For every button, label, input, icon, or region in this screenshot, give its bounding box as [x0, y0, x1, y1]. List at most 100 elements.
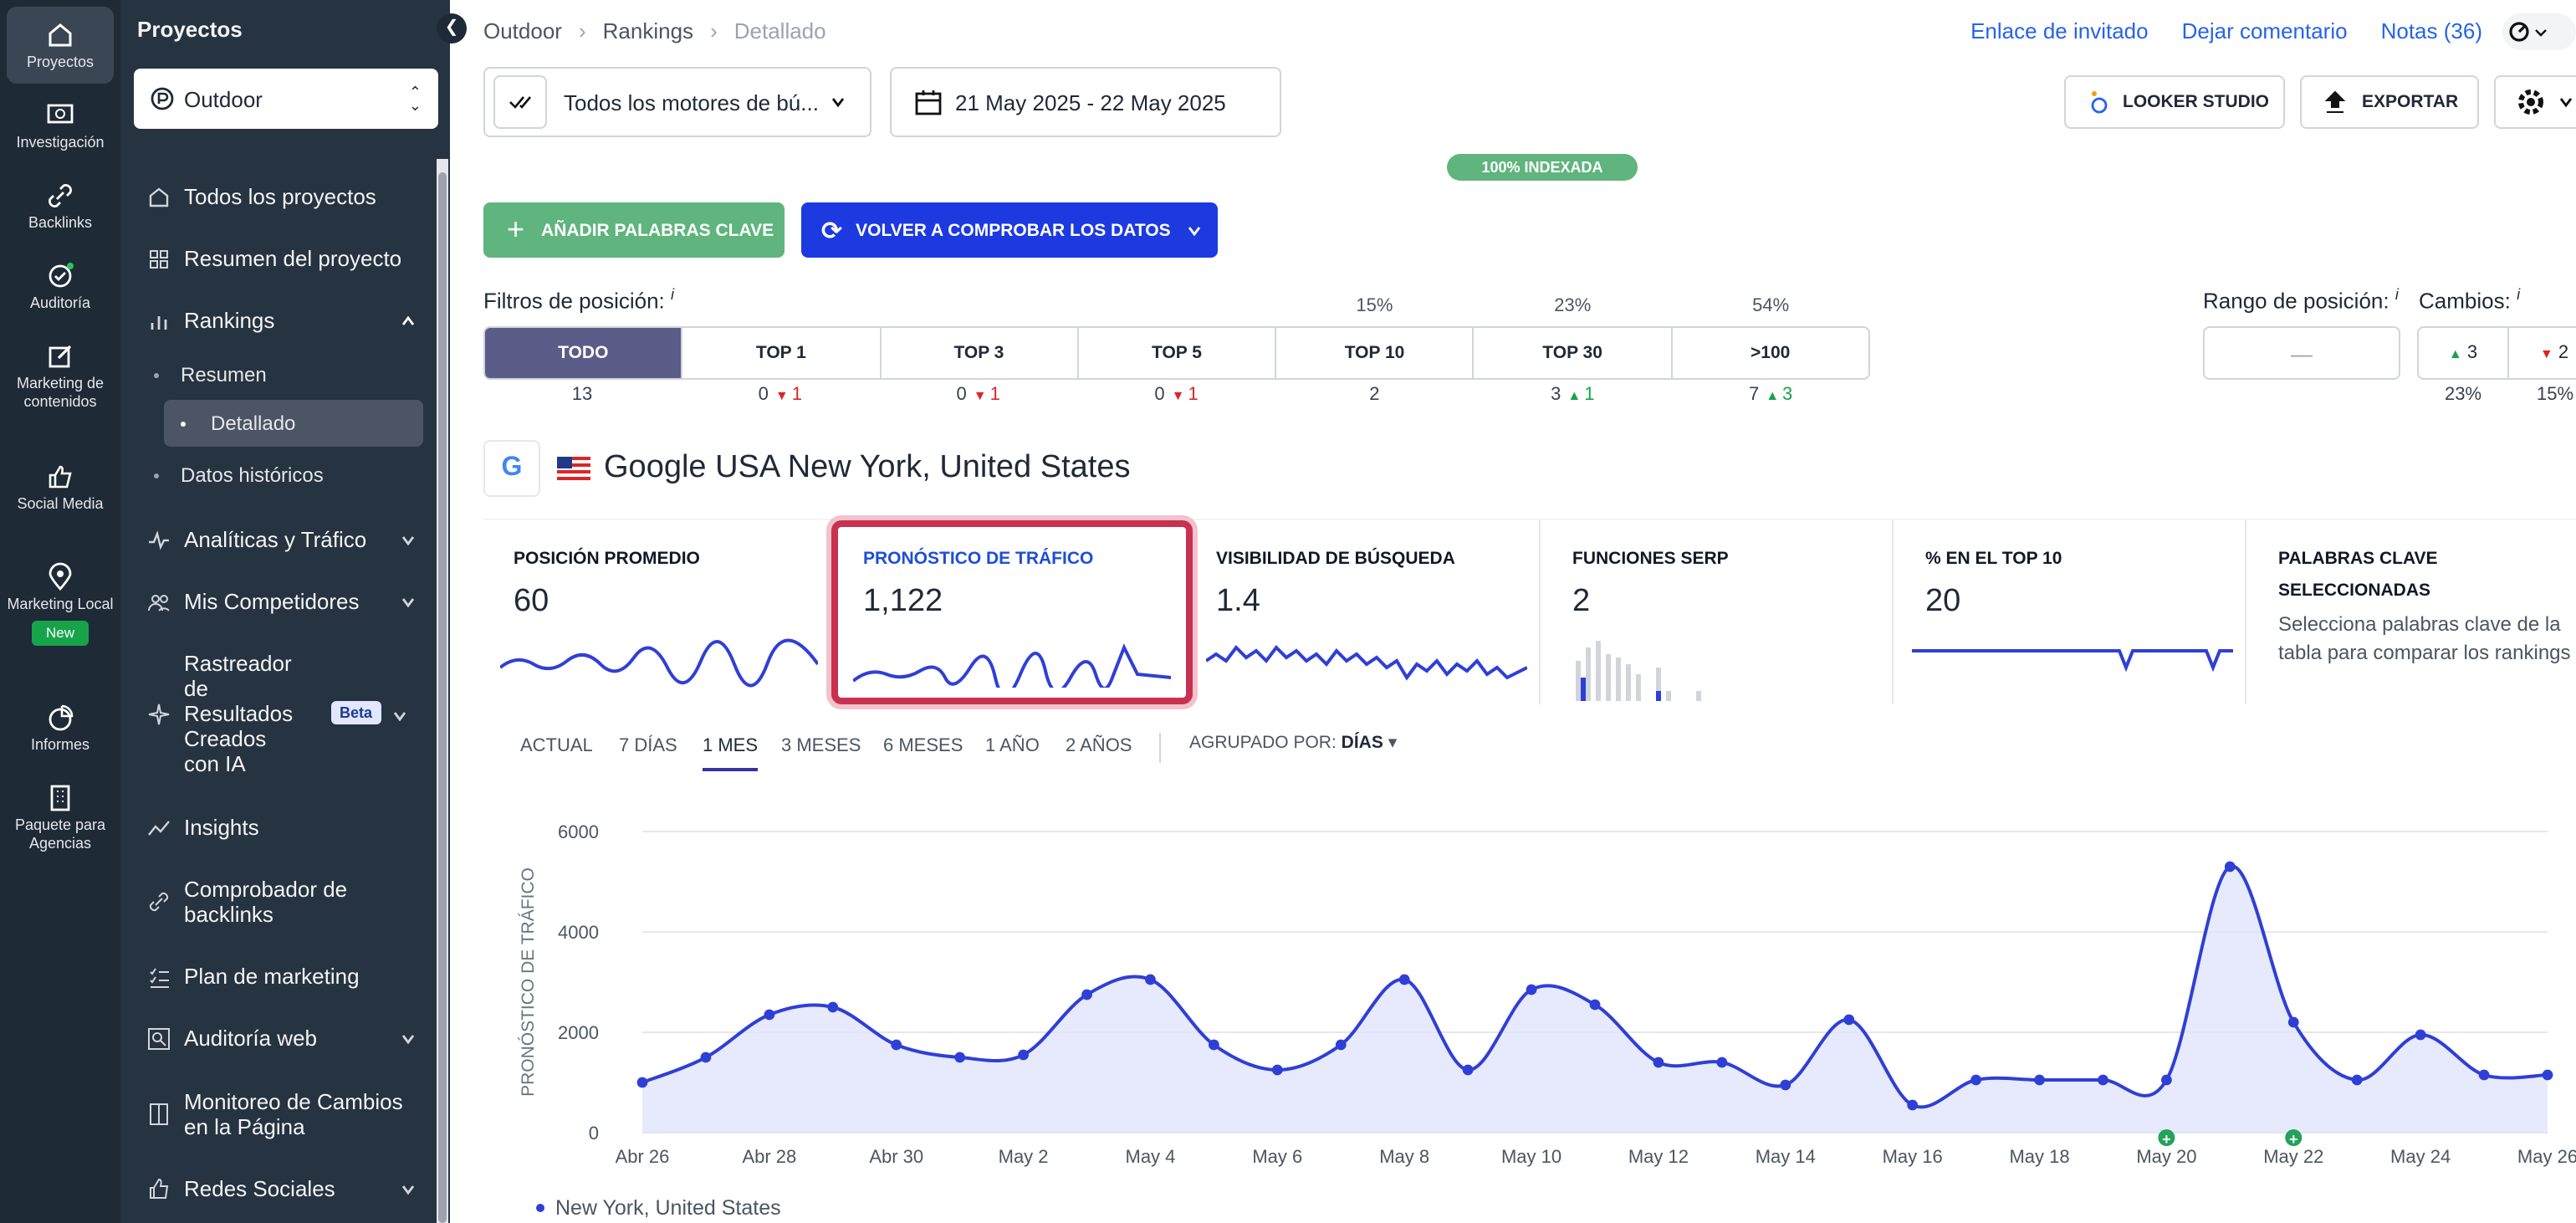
- data-point: [700, 1052, 712, 1063]
- users-icon: [148, 595, 170, 612]
- notes-link[interactable]: Notas (36): [2380, 18, 2482, 43]
- sidebar-item-marketing-plan[interactable]: Plan de marketing: [147, 964, 432, 989]
- rail-research[interactable]: Investigación: [7, 100, 114, 152]
- y-tick-label: 6000: [558, 821, 599, 842]
- chevron-right-icon: ›: [578, 18, 586, 43]
- range-tab-3[interactable]: 3 MESES: [781, 736, 861, 756]
- rail-social-media[interactable]: Social Media: [7, 462, 114, 514]
- sidebar-subitem-history[interactable]: Datos históricos: [153, 463, 324, 487]
- range-tab-2[interactable]: 1 MES: [703, 736, 759, 771]
- recheck-data-button[interactable]: ⟳ VOLVER A COMPROBAR LOS DATOS: [801, 202, 1218, 258]
- rail-local-marketing[interactable]: Marketing Local New: [7, 562, 114, 646]
- x-tick-label: May 4: [1126, 1146, 1176, 1167]
- sidebar-item-social[interactable]: Redes Sociales: [147, 1176, 432, 1201]
- rail-projects[interactable]: Proyectos: [7, 7, 114, 84]
- data-point: [1526, 984, 1537, 995]
- y-axis-label: PRONÓSTICO DE TRÁFICO: [519, 867, 538, 1097]
- sidebar-item-analytics[interactable]: Analíticas y Tráfico: [147, 527, 432, 552]
- chevron-down-icon: [401, 536, 415, 546]
- arrow-down-icon: ▼: [774, 388, 789, 403]
- date-range-picker[interactable]: 21 May 2025 - 22 May 2025: [890, 67, 1281, 137]
- filter-tab-1[interactable]: TOP 1: [681, 328, 880, 378]
- add-keywords-button[interactable]: + AÑADIR PALABRAS CLAVE: [483, 202, 785, 258]
- link-icon: [49, 184, 72, 207]
- filter-tab-2[interactable]: TOP 3: [879, 328, 1077, 378]
- changes-up-button[interactable]: ▲ 3: [2419, 327, 2510, 379]
- range-tab-1[interactable]: 7 DÍAS: [619, 736, 677, 756]
- info-icon[interactable]: i: [671, 286, 675, 303]
- data-point: [2415, 1029, 2426, 1041]
- breadcrumb-item[interactable]: Rankings: [602, 18, 694, 43]
- sidebar-item-web-audit[interactable]: Auditoría web: [147, 1026, 432, 1051]
- bar-chart-icon: [151, 316, 167, 330]
- sidebar-subitem-summary[interactable]: Resumen: [153, 363, 267, 386]
- audit-icon: [148, 1028, 170, 1050]
- scroll-thumb[interactable]: [438, 172, 447, 1223]
- rail-reports[interactable]: Informes: [7, 703, 114, 755]
- engine-check-button[interactable]: [493, 75, 547, 129]
- project-sidebar: Proyectos Outdoor ⌃ ⌄ Todos los proyectos…: [120, 0, 450, 1223]
- sidebar-item-page-monitor[interactable]: Monitoreo de Cambios en la Página: [147, 1089, 432, 1139]
- project-select[interactable]: Outdoor ⌃ ⌄: [134, 69, 438, 129]
- card-traffic-forecast[interactable]: PRONÓSTICO DE TRÁFICO 1,122: [833, 520, 1186, 704]
- x-tick-label: May 12: [1628, 1146, 1689, 1167]
- chevron-down-icon[interactable]: [393, 709, 406, 723]
- looker-studio-button[interactable]: LOOKER STUDIO: [2064, 75, 2285, 129]
- engine-header: G Google USA New York, United States: [483, 440, 1130, 497]
- card-search-visibility[interactable]: VISIBILIDAD DE BÚSQUEDA 1.4: [1186, 520, 1541, 704]
- arrow-down-icon: ▼: [973, 388, 987, 403]
- engine-select[interactable]: Todos los motores de bú...: [483, 67, 871, 137]
- card-serp-features[interactable]: FUNCIONES SERP 2: [1542, 520, 1894, 704]
- data-point: [1271, 1064, 1283, 1076]
- pulse-icon: [149, 530, 169, 550]
- sidebar-item-insights[interactable]: Insights: [147, 815, 432, 840]
- collapse-sidebar-button[interactable]: ❮: [437, 13, 467, 43]
- search-screen-icon: [47, 104, 74, 124]
- range-tab-0[interactable]: ACTUAL: [520, 736, 593, 756]
- export-button[interactable]: EXPORTAR: [2300, 75, 2479, 129]
- rail-agency-pack[interactable]: Paquete para Agencias: [7, 783, 114, 853]
- sidebar-item-rankings[interactable]: Rankings: [147, 308, 432, 333]
- data-point: [1970, 1074, 1981, 1086]
- position-range-slider[interactable]: —: [2203, 326, 2400, 380]
- rail-content-marketing[interactable]: Marketing de contenidos: [7, 341, 114, 412]
- guest-link[interactable]: Enlace de invitado: [1970, 18, 2149, 43]
- position-filter-tabs: TODO TOP 1 TOP 3 TOP 5 TOP 10 TOP 30 >100: [483, 326, 1870, 380]
- range-tab-6[interactable]: 2 AÑOS: [1066, 736, 1132, 756]
- sidebar-item-project-summary[interactable]: Resumen del proyecto: [147, 246, 432, 271]
- y-tick-label: 4000: [558, 922, 599, 943]
- rail-audit[interactable]: Auditoría: [7, 261, 114, 313]
- settings-menu-button[interactable]: [2494, 75, 2576, 129]
- us-flag-icon: [557, 457, 590, 480]
- range-tab-4[interactable]: 6 MESES: [883, 736, 963, 756]
- card-avg-position[interactable]: POSICIÓN PROMEDIO 60: [483, 520, 833, 704]
- chevron-down-icon: [2559, 98, 2573, 108]
- rail-backlinks[interactable]: Backlinks: [7, 181, 114, 233]
- info-icon[interactable]: i: [2395, 286, 2399, 303]
- sidebar-scrollbar[interactable]: [437, 159, 448, 1223]
- data-point: [2224, 861, 2236, 872]
- range-tab-5[interactable]: 1 AÑO: [985, 736, 1040, 756]
- card-top10-percent[interactable]: % EN EL TOP 10 20: [1895, 520, 2246, 704]
- group-by[interactable]: AGRUPADO POR: DÍAS ▾: [1189, 733, 1398, 753]
- sidebar-item-competitors[interactable]: Mis Competidores: [147, 589, 432, 614]
- filter-tab-6[interactable]: >100: [1670, 328, 1868, 378]
- filter-tab-4[interactable]: TOP 10: [1275, 328, 1473, 378]
- filter-tab-3[interactable]: TOP 5: [1076, 328, 1275, 378]
- changes-down-button[interactable]: ▼ 2: [2539, 342, 2569, 362]
- card-selected-keywords: PALABRAS CLAVE SELECCIONADAS Selecciona …: [2278, 549, 2571, 664]
- x-tick-label: May 8: [1379, 1146, 1429, 1167]
- filter-tab-0[interactable]: TODO: [485, 328, 682, 378]
- filter-tab-5[interactable]: TOP 30: [1472, 328, 1671, 378]
- sidebar-item-all-projects[interactable]: Todos los proyectos: [147, 184, 432, 209]
- sidebar-item-backlink-checker[interactable]: Comprobador de backlinks: [147, 877, 398, 927]
- comment-link[interactable]: Dejar comentario: [2181, 18, 2348, 43]
- x-tick-label: Abr 28: [742, 1146, 796, 1167]
- info-icon[interactable]: i: [2517, 286, 2521, 303]
- sidebar-subitem-detailed[interactable]: Detallado: [164, 400, 423, 447]
- plus-icon: +: [507, 212, 525, 246]
- speed-menu[interactable]: [2502, 13, 2576, 50]
- checklist-icon: [150, 968, 169, 988]
- sidebar-item-ai-tracker[interactable]: Rastreador de Resultados Creados con IA: [147, 651, 298, 776]
- breadcrumb-item[interactable]: Outdoor: [483, 18, 562, 43]
